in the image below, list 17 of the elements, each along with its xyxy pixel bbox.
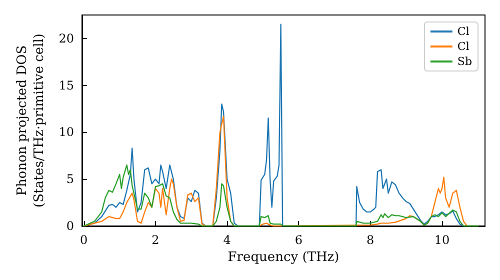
legend-label: Cl	[457, 40, 470, 53]
x-tick-label: 0	[80, 233, 88, 247]
y-tick-label: 5	[66, 172, 74, 186]
x-tick-label: 10	[434, 233, 450, 247]
x-axis-title: Frequency (THz)	[228, 250, 340, 265]
line-series	[83, 164, 478, 227]
x-tick-label: 6	[294, 233, 303, 247]
x-tick-label: 8	[366, 233, 374, 247]
y-tick-label: 20	[58, 31, 74, 46]
y-tick-label: 15	[58, 78, 74, 92]
legend-label: Sb	[457, 55, 472, 68]
x-tick-label: 4	[223, 233, 232, 247]
y-tick-label: 0	[66, 219, 74, 233]
y-axis-title: Phonon projected DOS (States/THz·primitive cell)	[14, 33, 47, 208]
y-tick-label: 10	[58, 125, 74, 140]
x-tick-label: 2	[152, 233, 160, 247]
legend-label: Cl	[457, 25, 470, 38]
